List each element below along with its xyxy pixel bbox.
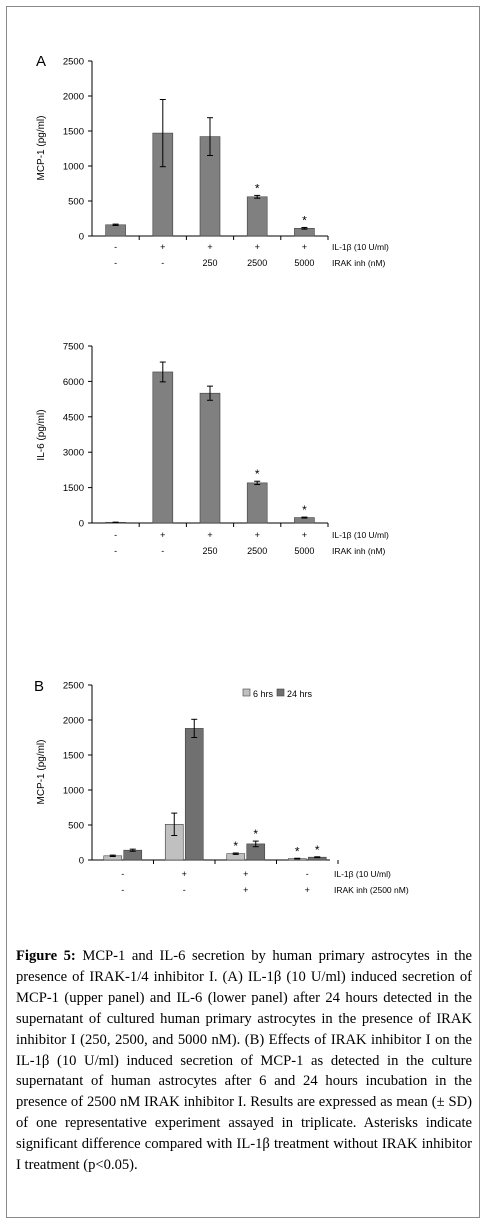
treatment-irak-label: - xyxy=(161,546,164,556)
row-label-il1b: IL-1β (10 U/ml) xyxy=(332,242,389,252)
bar xyxy=(246,196,268,237)
treatment-il1b-label: + xyxy=(255,242,260,252)
row-label-il1b: IL-1β (10 U/ml) xyxy=(332,530,389,540)
treatment-il1b-label: - xyxy=(114,530,117,540)
bar xyxy=(199,392,221,524)
treatment-irak-label: - xyxy=(114,546,117,556)
legend-swatch xyxy=(276,688,285,697)
treatment-irak-label: - xyxy=(121,885,124,895)
treatment-irak-label: 250 xyxy=(202,258,217,268)
row-label-irak: IRAK inh (2500 nM) xyxy=(334,885,409,895)
caption-text: MCP-1 and IL-6 secretion by human primar… xyxy=(16,948,472,1174)
significance-star: * xyxy=(253,827,258,841)
treatment-irak-label: 5000 xyxy=(294,546,314,556)
y-tick-label: 1000 xyxy=(63,786,84,797)
y-tick-label: 2500 xyxy=(63,57,84,68)
treatment-il1b-label: - xyxy=(114,242,117,252)
treatment-il1b-label: + xyxy=(160,242,165,252)
y-tick-label: 500 xyxy=(68,821,84,832)
y-axis-label: MCP-1 (pg/ml) xyxy=(36,115,47,180)
y-axis-label: IL-6 (pg/ml) xyxy=(36,409,47,460)
y-tick-label: 7500 xyxy=(63,342,84,353)
significance-star: * xyxy=(255,181,260,195)
significance-star: * xyxy=(315,843,320,857)
treatment-irak-label: 5000 xyxy=(294,258,314,268)
bar xyxy=(184,728,204,861)
treatment-il1b-label: + xyxy=(243,869,248,879)
treatment-il1b-label: + xyxy=(182,869,187,879)
treatment-il1b-label: + xyxy=(302,242,307,252)
treatment-irak-label: 250 xyxy=(202,546,217,556)
panel-label: B xyxy=(34,678,44,695)
significance-star: * xyxy=(302,213,307,227)
y-tick-label: 500 xyxy=(68,197,84,208)
bar xyxy=(105,224,126,237)
treatment-irak-label: + xyxy=(243,885,248,895)
y-tick-label: 4500 xyxy=(63,412,84,423)
treatment-il1b-label: + xyxy=(207,242,212,252)
significance-star: * xyxy=(302,503,307,517)
treatment-irak-label: - xyxy=(183,885,186,895)
y-tick-label: 1000 xyxy=(63,162,84,173)
legend-label: 6 hrs xyxy=(253,689,274,699)
y-tick-label: 2000 xyxy=(63,716,84,727)
legend-label: 24 hrs xyxy=(287,689,313,699)
y-tick-label: 1500 xyxy=(63,127,84,138)
treatment-il1b-label: - xyxy=(306,869,309,879)
treatment-il1b-label: + xyxy=(255,530,260,540)
bar xyxy=(152,371,174,524)
treatment-irak-label: + xyxy=(305,885,310,895)
treatment-irak-label: - xyxy=(161,258,164,268)
y-axis-label: MCP-1 (pg/ml) xyxy=(36,739,47,804)
row-label-il1b: IL-1β (10 U/ml) xyxy=(334,869,391,879)
y-tick-label: 2000 xyxy=(63,92,84,103)
treatment-irak-label: 2500 xyxy=(247,546,267,556)
y-tick-label: 2500 xyxy=(63,681,84,692)
caption-label: Figure 5: xyxy=(16,948,76,964)
significance-star: * xyxy=(255,467,260,481)
y-tick-label: 1500 xyxy=(63,483,84,494)
treatment-il1b-label: + xyxy=(160,530,165,540)
y-tick-label: 0 xyxy=(79,519,84,530)
significance-star: * xyxy=(233,839,238,853)
figure-caption: Figure 5: MCP-1 and IL-6 secretion by hu… xyxy=(16,946,472,1176)
row-label-irak: IRAK inh (nM) xyxy=(332,546,386,556)
treatment-irak-label: - xyxy=(114,258,117,268)
y-tick-label: 6000 xyxy=(63,377,84,388)
figure-frame xyxy=(6,6,480,1218)
bar xyxy=(246,482,268,524)
y-tick-label: 0 xyxy=(79,856,84,867)
y-tick-label: 3000 xyxy=(63,448,84,459)
y-tick-label: 0 xyxy=(79,232,84,243)
significance-star: * xyxy=(295,844,300,858)
y-tick-label: 1500 xyxy=(63,751,84,762)
legend-swatch xyxy=(242,688,251,697)
panel-label: A xyxy=(36,53,46,70)
treatment-il1b-label: + xyxy=(207,530,212,540)
treatment-il1b-label: - xyxy=(121,869,124,879)
row-label-irak: IRAK inh (nM) xyxy=(332,258,386,268)
treatment-il1b-label: + xyxy=(302,530,307,540)
treatment-irak-label: 2500 xyxy=(247,258,267,268)
